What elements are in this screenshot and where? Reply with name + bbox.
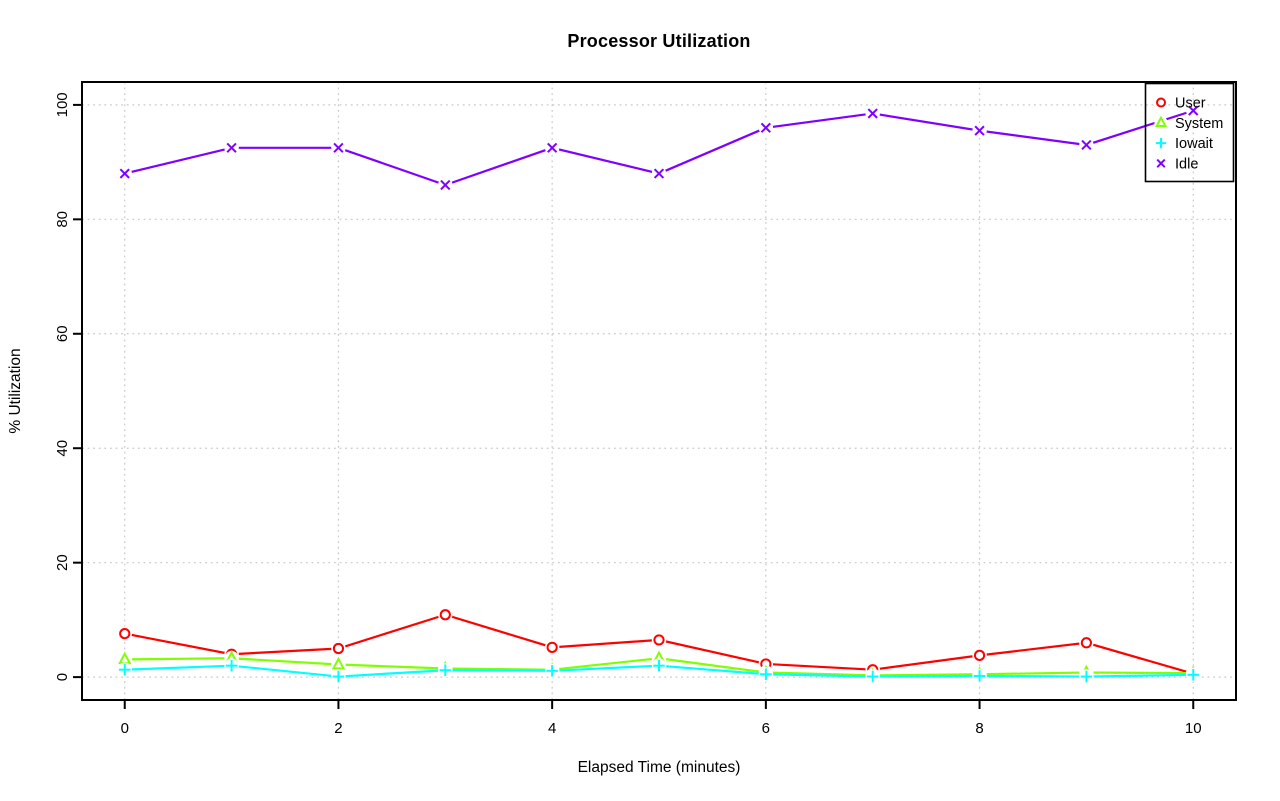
circle-marker-icon [653,634,665,646]
y-tick-label: 60 [54,325,71,342]
plot-border [81,81,1237,701]
x-tick-label: 2 [334,720,342,737]
y-tick-label: 100 [54,92,71,117]
legend-label: User [1175,96,1206,112]
y-tick-label: 20 [54,554,71,571]
legend-item-user: User [1154,96,1206,112]
y-tick-label: 0 [54,673,71,681]
x-marker-icon [547,142,558,153]
x-tick-label: 0 [121,720,129,737]
y-tick-label: 80 [54,211,71,228]
x-marker-icon [974,125,985,136]
circle-marker-icon [546,641,558,653]
x-axis-label: Elapsed Time (minutes) [578,759,741,776]
circle-marker-icon [1080,637,1093,649]
legend-item-iowait: Iowait [1154,136,1213,152]
x-marker-icon [1188,105,1199,116]
series-idle [117,103,1201,193]
circle-marker-icon [973,649,986,661]
legend-label: System [1175,116,1223,132]
x-marker-icon [867,108,878,119]
legend-box [1144,82,1235,183]
x-marker-icon [440,179,451,191]
x-marker-icon [226,142,237,153]
x-tick-label: 4 [548,720,556,737]
x-marker-icon [760,122,771,133]
x-marker-icon [653,168,665,179]
x-marker-icon [1081,139,1092,151]
series-iowait [117,658,1201,684]
x-axis: 0 2 4 6 8 10 [121,700,1202,737]
x-tick-label: 6 [762,720,770,737]
x-tick-label: 8 [975,720,983,737]
legend: User System Iowait Idle [1144,82,1235,183]
circle-marker-icon [1156,97,1166,108]
circle-marker-icon [332,642,345,655]
legend-label: Idle [1175,156,1198,172]
x-marker-icon [333,142,344,153]
legend-item-system: System [1154,115,1223,132]
circle-marker-icon [439,609,451,621]
y-axis: 0 20 40 60 80 100 [54,92,82,681]
legend-item-idle: Idle [1154,156,1198,172]
y-tick-label: 40 [54,440,71,457]
x-marker-icon [1156,158,1166,168]
legend-label: Iowait [1175,136,1213,152]
x-tick-label: 10 [1185,720,1202,737]
y-axis-label: % Utilization [7,348,24,433]
triangle-marker-icon [331,656,346,670]
triangle-marker-icon [1154,115,1168,127]
chart-title: Processor Utilization [567,31,751,51]
circle-marker-icon [119,628,131,640]
gridlines [82,82,1236,700]
x-marker-icon [119,168,130,179]
